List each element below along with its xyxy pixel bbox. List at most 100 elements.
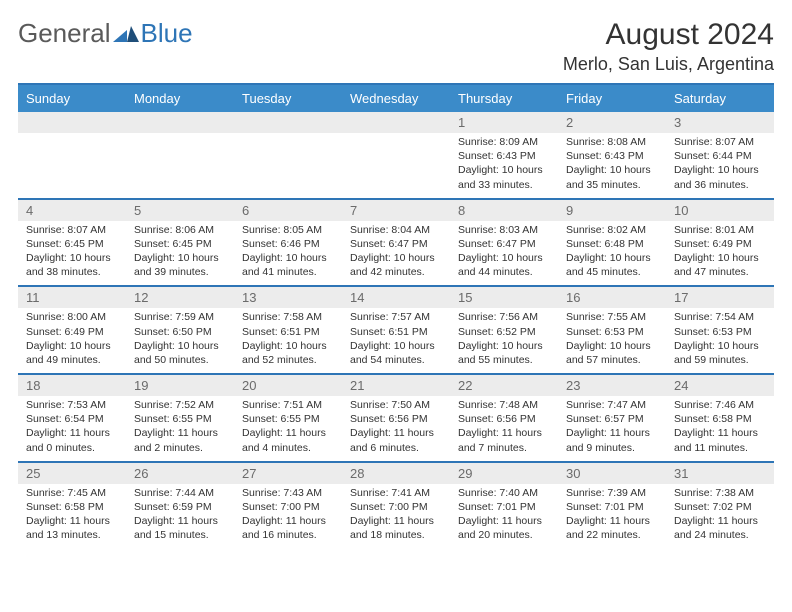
date-sr: Sunrise: 7:38 AM bbox=[674, 486, 766, 500]
date-ss: Sunset: 6:43 PM bbox=[458, 149, 550, 163]
date-dl1: Daylight: 10 hours bbox=[242, 339, 334, 353]
date-dl1: Daylight: 10 hours bbox=[350, 251, 442, 265]
date-dl1: Daylight: 11 hours bbox=[566, 514, 658, 528]
date-cell: Sunrise: 8:05 AMSunset: 6:46 PMDaylight:… bbox=[234, 221, 342, 286]
date-number: 28 bbox=[342, 463, 450, 484]
date-dl1: Daylight: 11 hours bbox=[458, 426, 550, 440]
date-ss: Sunset: 6:56 PM bbox=[350, 412, 442, 426]
date-sr: Sunrise: 8:05 AM bbox=[242, 223, 334, 237]
date-dl1: Daylight: 10 hours bbox=[134, 251, 226, 265]
date-cell: Sunrise: 8:07 AMSunset: 6:45 PMDaylight:… bbox=[18, 221, 126, 286]
date-number: 19 bbox=[126, 375, 234, 396]
date-cell: Sunrise: 7:44 AMSunset: 6:59 PMDaylight:… bbox=[126, 484, 234, 549]
date-sr: Sunrise: 7:40 AM bbox=[458, 486, 550, 500]
date-dl2: and 0 minutes. bbox=[26, 441, 118, 455]
date-ss: Sunset: 6:45 PM bbox=[134, 237, 226, 251]
date-dl2: and 2 minutes. bbox=[134, 441, 226, 455]
calendar: Sunday Monday Tuesday Wednesday Thursday… bbox=[18, 83, 774, 548]
date-dl1: Daylight: 10 hours bbox=[26, 251, 118, 265]
date-cell: Sunrise: 7:43 AMSunset: 7:00 PMDaylight:… bbox=[234, 484, 342, 549]
date-dl2: and 54 minutes. bbox=[350, 353, 442, 367]
date-sr: Sunrise: 7:59 AM bbox=[134, 310, 226, 324]
date-dl2: and 35 minutes. bbox=[566, 178, 658, 192]
date-dl2: and 50 minutes. bbox=[134, 353, 226, 367]
weekday-thu: Thursday bbox=[450, 85, 558, 112]
date-sr: Sunrise: 8:00 AM bbox=[26, 310, 118, 324]
date-dl1: Daylight: 11 hours bbox=[26, 514, 118, 528]
date-ss: Sunset: 6:57 PM bbox=[566, 412, 658, 426]
date-dl2: and 4 minutes. bbox=[242, 441, 334, 455]
date-dl2: and 49 minutes. bbox=[26, 353, 118, 367]
date-cell: Sunrise: 7:40 AMSunset: 7:01 PMDaylight:… bbox=[450, 484, 558, 549]
date-number: 3 bbox=[666, 112, 774, 133]
date-dl1: Daylight: 11 hours bbox=[458, 514, 550, 528]
date-dl2: and 36 minutes. bbox=[674, 178, 766, 192]
date-number: 24 bbox=[666, 375, 774, 396]
date-dl1: Daylight: 10 hours bbox=[350, 339, 442, 353]
weekday-sun: Sunday bbox=[18, 85, 126, 112]
date-cell bbox=[126, 133, 234, 198]
date-ss: Sunset: 6:51 PM bbox=[242, 325, 334, 339]
date-number bbox=[18, 112, 126, 133]
date-dl2: and 33 minutes. bbox=[458, 178, 550, 192]
date-dl2: and 15 minutes. bbox=[134, 528, 226, 542]
date-number: 26 bbox=[126, 463, 234, 484]
date-dl1: Daylight: 11 hours bbox=[350, 514, 442, 528]
date-sr: Sunrise: 8:07 AM bbox=[674, 135, 766, 149]
date-number: 27 bbox=[234, 463, 342, 484]
date-number: 6 bbox=[234, 200, 342, 221]
date-ss: Sunset: 7:00 PM bbox=[350, 500, 442, 514]
date-dl1: Daylight: 10 hours bbox=[674, 251, 766, 265]
date-detail-row: Sunrise: 8:09 AMSunset: 6:43 PMDaylight:… bbox=[18, 133, 774, 198]
date-dl2: and 6 minutes. bbox=[350, 441, 442, 455]
date-number: 14 bbox=[342, 287, 450, 308]
date-cell: Sunrise: 7:41 AMSunset: 7:00 PMDaylight:… bbox=[342, 484, 450, 549]
date-cell: Sunrise: 7:56 AMSunset: 6:52 PMDaylight:… bbox=[450, 308, 558, 373]
date-dl1: Daylight: 10 hours bbox=[674, 339, 766, 353]
date-number: 11 bbox=[18, 287, 126, 308]
date-dl1: Daylight: 11 hours bbox=[26, 426, 118, 440]
date-dl2: and 52 minutes. bbox=[242, 353, 334, 367]
date-number-row: 11121314151617 bbox=[18, 287, 774, 308]
date-dl2: and 7 minutes. bbox=[458, 441, 550, 455]
date-number: 12 bbox=[126, 287, 234, 308]
date-dl2: and 39 minutes. bbox=[134, 265, 226, 279]
date-ss: Sunset: 6:49 PM bbox=[674, 237, 766, 251]
date-dl2: and 38 minutes. bbox=[26, 265, 118, 279]
date-ss: Sunset: 6:53 PM bbox=[566, 325, 658, 339]
date-dl2: and 59 minutes. bbox=[674, 353, 766, 367]
date-dl1: Daylight: 10 hours bbox=[674, 163, 766, 177]
date-dl2: and 13 minutes. bbox=[26, 528, 118, 542]
date-sr: Sunrise: 8:02 AM bbox=[566, 223, 658, 237]
date-cell: Sunrise: 8:03 AMSunset: 6:47 PMDaylight:… bbox=[450, 221, 558, 286]
date-cell: Sunrise: 7:57 AMSunset: 6:51 PMDaylight:… bbox=[342, 308, 450, 373]
date-dl2: and 45 minutes. bbox=[566, 265, 658, 279]
date-cell: Sunrise: 7:50 AMSunset: 6:56 PMDaylight:… bbox=[342, 396, 450, 461]
date-sr: Sunrise: 7:39 AM bbox=[566, 486, 658, 500]
date-dl1: Daylight: 10 hours bbox=[26, 339, 118, 353]
date-sr: Sunrise: 7:53 AM bbox=[26, 398, 118, 412]
date-cell: Sunrise: 8:04 AMSunset: 6:47 PMDaylight:… bbox=[342, 221, 450, 286]
date-number bbox=[342, 112, 450, 133]
logo-mark-icon bbox=[113, 24, 139, 44]
date-dl2: and 24 minutes. bbox=[674, 528, 766, 542]
date-number: 4 bbox=[18, 200, 126, 221]
date-dl1: Daylight: 10 hours bbox=[134, 339, 226, 353]
date-sr: Sunrise: 7:57 AM bbox=[350, 310, 442, 324]
date-ss: Sunset: 6:45 PM bbox=[26, 237, 118, 251]
date-cell: Sunrise: 7:39 AMSunset: 7:01 PMDaylight:… bbox=[558, 484, 666, 549]
date-cell: Sunrise: 8:00 AMSunset: 6:49 PMDaylight:… bbox=[18, 308, 126, 373]
date-sr: Sunrise: 7:41 AM bbox=[350, 486, 442, 500]
date-number bbox=[126, 112, 234, 133]
date-dl1: Daylight: 11 hours bbox=[566, 426, 658, 440]
date-number-row: 25262728293031 bbox=[18, 463, 774, 484]
date-sr: Sunrise: 7:51 AM bbox=[242, 398, 334, 412]
date-dl2: and 9 minutes. bbox=[566, 441, 658, 455]
date-number: 29 bbox=[450, 463, 558, 484]
date-ss: Sunset: 6:54 PM bbox=[26, 412, 118, 426]
date-ss: Sunset: 6:52 PM bbox=[458, 325, 550, 339]
date-number: 30 bbox=[558, 463, 666, 484]
date-dl2: and 55 minutes. bbox=[458, 353, 550, 367]
date-ss: Sunset: 6:44 PM bbox=[674, 149, 766, 163]
date-cell: Sunrise: 7:46 AMSunset: 6:58 PMDaylight:… bbox=[666, 396, 774, 461]
